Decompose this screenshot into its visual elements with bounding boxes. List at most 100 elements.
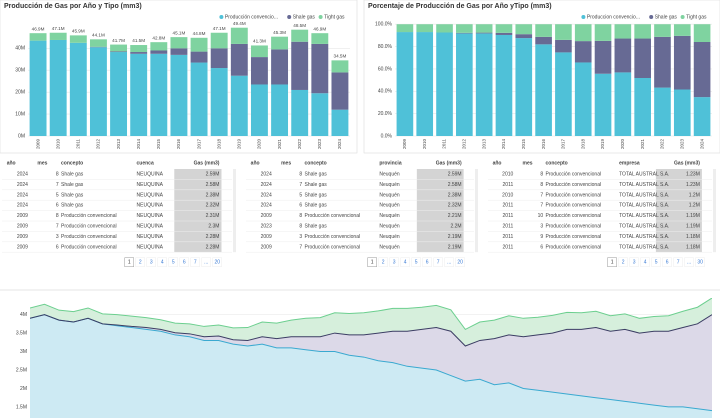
total-label: 46.9M [32, 26, 45, 31]
page-number[interactable]: 5 [415, 260, 418, 266]
bar-segment [69, 35, 87, 43]
total-label: 41.5M [132, 38, 145, 43]
page-number[interactable]: 5 [172, 260, 175, 266]
page-number[interactable]: 6 [426, 260, 429, 266]
table-cell: 6 [299, 203, 302, 209]
page-button[interactable] [695, 257, 705, 267]
legend-label: Produccion convencio... [587, 14, 640, 20]
page-number[interactable]: 7 [677, 260, 680, 266]
y-tick-label: 3.5M [16, 330, 27, 336]
page-number[interactable]: 20 [214, 260, 220, 266]
page-button[interactable] [190, 257, 200, 267]
y-tick-label: 80.0% [378, 44, 393, 50]
page-number[interactable]: 6 [666, 260, 669, 266]
column-header: año [7, 160, 16, 166]
page-number[interactable]: 7 [437, 260, 440, 266]
bar-segment [230, 43, 248, 76]
table-cell: Producción convencional [305, 234, 361, 240]
page-button[interactable] [684, 257, 694, 267]
page-button[interactable] [673, 257, 683, 267]
total-label: 46.9M [313, 26, 326, 31]
page-number[interactable]: 1 [128, 260, 131, 266]
bar-segment [654, 87, 671, 136]
table-cell: Neuquén [379, 213, 400, 219]
page-button[interactable] [146, 257, 156, 267]
page-button[interactable] [168, 257, 178, 267]
page-button[interactable] [607, 257, 617, 267]
page-number[interactable]: 1 [371, 260, 374, 266]
bar-segment [614, 24, 632, 39]
page-button[interactable] [157, 257, 167, 267]
bar-segment [210, 48, 228, 69]
x-tick-label: 2020 [620, 139, 625, 150]
bar-segment [693, 42, 711, 98]
page-button[interactable] [662, 257, 672, 267]
table-cell: 1.23M [686, 172, 700, 178]
table-cell: 2009 [17, 234, 28, 240]
page-button[interactable] [651, 257, 661, 267]
table-cell: 1.2M [689, 203, 700, 209]
page-button[interactable] [640, 257, 650, 267]
page-button[interactable] [378, 257, 388, 267]
page-button[interactable] [367, 257, 377, 267]
page-number[interactable]: ... [687, 260, 691, 266]
page-number[interactable]: 20 [457, 260, 463, 266]
scrollbar [475, 169, 478, 253]
bar-segment [574, 41, 592, 63]
page-number[interactable]: 1 [611, 260, 614, 266]
table-cell: NEUQUINA [137, 182, 164, 188]
page-button[interactable] [618, 257, 628, 267]
table-cell: 2024 [17, 172, 28, 178]
page-button[interactable] [212, 257, 222, 267]
table-cell: 10 [538, 213, 544, 219]
page-button[interactable] [124, 257, 134, 267]
table-cell: TOTAL AUSTRAL S.A. [619, 192, 669, 198]
table-cell: Shale gas [305, 192, 328, 198]
bar-segment [515, 24, 533, 35]
y-tick-label: 2.5M [16, 367, 27, 373]
page-number[interactable]: 4 [644, 260, 647, 266]
page-button[interactable] [411, 257, 421, 267]
page-button[interactable] [629, 257, 639, 267]
page-button[interactable] [389, 257, 399, 267]
page-button[interactable] [455, 257, 465, 267]
table-cell: NEUQUINA [137, 192, 164, 198]
page-number[interactable]: 2 [622, 260, 625, 266]
page-button[interactable] [201, 257, 211, 267]
page-button[interactable] [400, 257, 410, 267]
series-line [30, 314, 712, 412]
page-number[interactable]: 4 [404, 260, 407, 266]
page-number[interactable]: 30 [697, 260, 703, 266]
bar-segment [150, 50, 168, 54]
x-tick-label: 2021 [277, 139, 282, 150]
page-number[interactable]: 3 [633, 260, 636, 266]
page-number[interactable]: 2 [382, 260, 385, 266]
bar-segment [574, 62, 592, 136]
page-button[interactable] [135, 257, 145, 267]
table-cell: 3 [299, 234, 302, 240]
x-tick-label: 2022 [297, 139, 302, 150]
page-number[interactable]: 2 [139, 260, 142, 266]
y-tick-label: 30M [15, 68, 25, 74]
page-number[interactable]: 6 [183, 260, 186, 266]
page-number[interactable]: 3 [150, 260, 153, 266]
bar-segment [693, 97, 711, 136]
page-number[interactable]: 7 [194, 260, 197, 266]
page-number[interactable]: 3 [393, 260, 396, 266]
total-label: 41.7M [112, 38, 125, 43]
page-button[interactable] [433, 257, 443, 267]
chart-title: Porcentaje de Producción de Gas por Año … [368, 3, 552, 10]
bar-segment [291, 89, 309, 136]
table-cell: Shale gas [61, 172, 84, 178]
page-button[interactable] [422, 257, 432, 267]
page-number[interactable]: 5 [655, 260, 658, 266]
page-button[interactable] [179, 257, 189, 267]
page-number[interactable]: ... [204, 260, 208, 266]
x-tick-label: 2015 [521, 139, 526, 150]
page-number[interactable]: ... [447, 260, 451, 266]
bar-segment [436, 32, 453, 136]
legend-swatch [318, 15, 323, 19]
page-button[interactable] [444, 257, 454, 267]
table-cell: 2009 [261, 234, 272, 240]
page-number[interactable]: 4 [161, 260, 164, 266]
